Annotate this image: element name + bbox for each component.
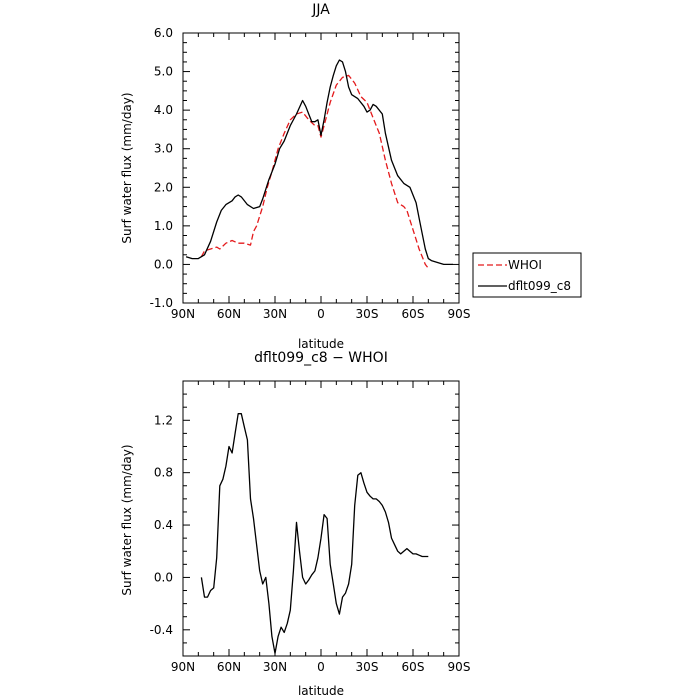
bottom-chart-panel: dflt099_c8 − WHOI latitude Surf water fl… xyxy=(120,350,470,698)
top-x-tick-label: 60N xyxy=(217,307,241,321)
top-y-tick-label: -1.0 xyxy=(150,296,173,310)
bottom-y-tick-label: 0.0 xyxy=(154,570,173,584)
bottom-x-tick-label: 60S xyxy=(402,660,425,674)
top-x-tick-label: 90S xyxy=(448,307,471,321)
top-chart-title: JJA xyxy=(311,2,330,18)
top-x-axis-label: latitude xyxy=(298,337,344,351)
top-axes: 90N 60N 30N 0 30S 60S 90S -1.0 0.0 1.0 2.0 3.0 4.0 5.… xyxy=(150,26,471,321)
legend-label-whoi: WHOI xyxy=(508,258,542,272)
top-y-tick-label: 6.0 xyxy=(154,26,173,40)
bottom-y-tick-label: 1.2 xyxy=(154,413,173,427)
bottom-x-tick-label: 30S xyxy=(356,660,379,674)
top-series-group xyxy=(185,59,453,269)
legend: WHOI dflt099_c8 xyxy=(472,252,582,298)
bottom-x-tick-label: 0 xyxy=(317,660,325,674)
bottom-x-tick-label: 90S xyxy=(448,660,471,674)
bottom-y-axis-label: Surf water flux (mm/day) xyxy=(120,444,134,595)
bottom-series-group xyxy=(200,413,429,655)
top-x-tick-label: 30N xyxy=(263,307,287,321)
legend-box xyxy=(472,252,582,298)
bottom-y-tick-label: 0.8 xyxy=(154,466,173,480)
top-series-line-dflt099-c8 xyxy=(185,59,453,266)
top-series-line-whoi xyxy=(200,74,429,269)
bottom-y-tick-label: -0.4 xyxy=(150,623,173,637)
top-y-tick-label: 4.0 xyxy=(154,103,173,117)
bottom-axes: 90N 60N 30N 0 30S 60S 90S -0.4 0.0 0.4 0.8 1.2 xyxy=(150,380,471,674)
top-y-tick-label: 2.0 xyxy=(154,180,173,194)
top-y-tick-label: 1.0 xyxy=(154,219,173,233)
top-x-tick-label: 60S xyxy=(402,307,425,321)
bottom-x-tick-label: 30N xyxy=(263,660,287,674)
top-x-tick-label: 0 xyxy=(317,307,325,321)
bottom-y-tick-label: 0.4 xyxy=(154,518,173,532)
top-plot-frame xyxy=(182,32,460,304)
bottom-x-tick-label: 60N xyxy=(217,660,241,674)
bottom-x-tick-label: 90N xyxy=(171,660,195,674)
legend-label-dflt099: dflt099_c8 xyxy=(508,279,571,293)
bottom-plot-frame xyxy=(182,380,460,657)
top-y-tick-label: 5.0 xyxy=(154,65,173,79)
top-y-axis-label: Surf water flux (mm/day) xyxy=(120,92,134,243)
top-chart-panel: JJA latitude Surf water flux (mm/day) 90… xyxy=(120,2,582,351)
bottom-series-line-diff-0 xyxy=(200,413,429,655)
top-x-tick-label: 30S xyxy=(356,307,379,321)
top-y-tick-label: 3.0 xyxy=(154,142,173,156)
bottom-chart-title: dflt099_c8 − WHOI xyxy=(254,350,388,366)
bottom-x-axis-label: latitude xyxy=(298,684,344,698)
top-x-tick-label: 90N xyxy=(171,307,195,321)
top-y-tick-label: 0.0 xyxy=(154,257,173,271)
